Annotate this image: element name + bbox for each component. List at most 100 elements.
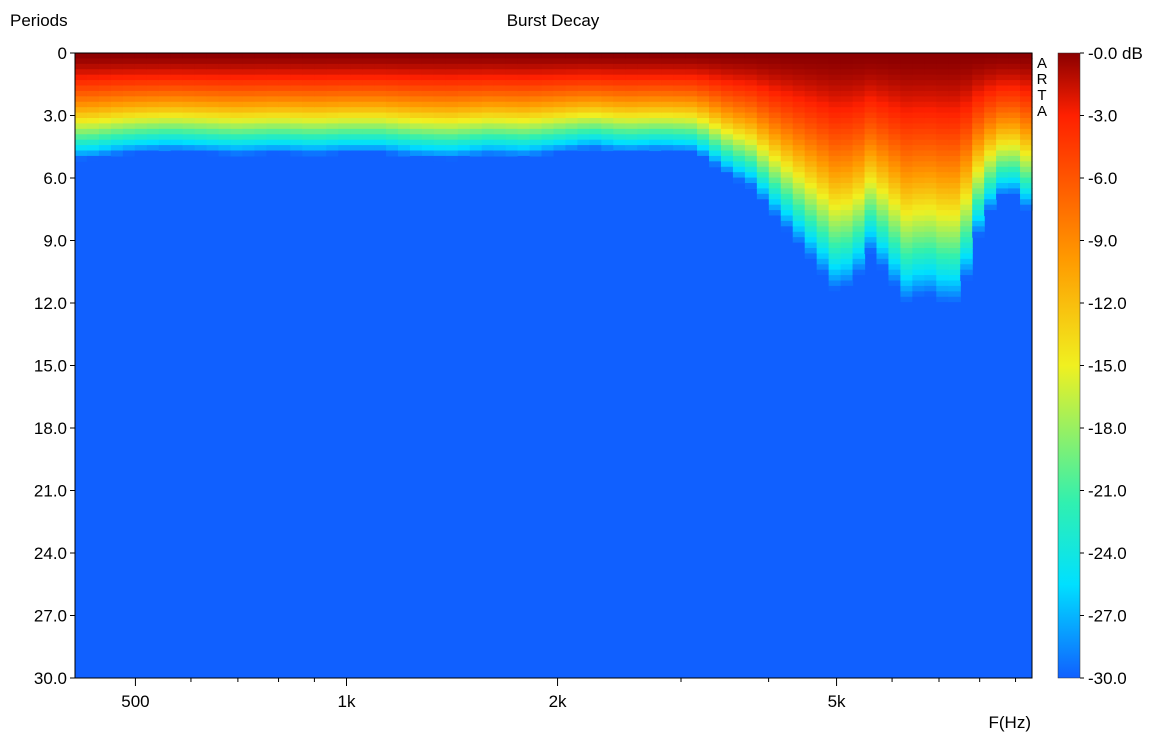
heatmap-cell <box>613 96 626 103</box>
heatmap-cell <box>804 253 818 260</box>
heatmap-cell <box>649 101 662 108</box>
heatmap-cell <box>589 107 602 114</box>
heatmap-cell <box>852 237 866 244</box>
heatmap-cell <box>397 134 411 141</box>
heatmap-cell <box>804 199 818 206</box>
heatmap-cell <box>541 123 555 130</box>
heatmap-cell <box>445 112 459 119</box>
heatmap-cell <box>290 96 303 103</box>
heatmap-cell <box>493 80 507 87</box>
heatmap-cell <box>469 145 483 152</box>
heatmap-cell <box>278 101 291 108</box>
heatmap-cell <box>553 58 567 65</box>
heatmap-cell <box>732 150 746 157</box>
heatmap-cell <box>709 53 722 60</box>
heatmap-cell <box>649 69 662 76</box>
heatmap-cell <box>900 90 913 97</box>
x-tick-label: 5k <box>828 692 846 711</box>
heatmap-cell <box>936 123 949 130</box>
heatmap-cell <box>744 145 758 152</box>
heatmap-cell <box>960 96 973 103</box>
heatmap-cell <box>888 166 902 173</box>
heatmap-cell <box>182 139 196 146</box>
heatmap-cell <box>314 145 327 152</box>
heatmap-cell <box>134 74 148 81</box>
heatmap-cell <box>374 53 387 60</box>
heatmap-cell <box>266 128 279 135</box>
heatmap-cell <box>960 90 973 97</box>
heatmap-cell <box>996 107 1009 114</box>
heatmap-cell <box>756 118 770 125</box>
arta-letter: A <box>1037 103 1047 120</box>
heatmap-cell <box>661 63 674 70</box>
heatmap-cell <box>828 220 842 227</box>
heatmap-cell <box>780 226 794 233</box>
heatmap-cell <box>936 166 949 173</box>
heatmap-cell <box>314 134 327 141</box>
heatmap-cell <box>732 155 746 162</box>
heatmap-cell <box>876 161 890 168</box>
heatmap-cell <box>374 118 387 125</box>
heatmap-cell <box>936 258 949 265</box>
heatmap-cell <box>577 134 590 141</box>
heatmap-cell <box>661 123 674 130</box>
heatmap-cell <box>469 112 483 119</box>
heatmap-cell <box>457 101 471 108</box>
heatmap-cell <box>565 80 579 87</box>
heatmap-cell <box>888 118 902 125</box>
heatmap-cell <box>481 123 495 130</box>
heatmap-cell <box>780 215 794 222</box>
heatmap-cell <box>541 134 555 141</box>
heatmap-cell <box>350 112 363 119</box>
heatmap-cell <box>170 53 184 60</box>
heatmap-cell <box>792 220 806 227</box>
heatmap-cell <box>720 74 734 81</box>
heatmap-cell <box>98 69 112 76</box>
heatmap-cell <box>744 118 758 125</box>
heatmap-cell <box>457 112 471 119</box>
heatmap-cell <box>338 53 351 60</box>
heatmap-cell <box>804 177 818 184</box>
heatmap-cell <box>218 101 232 108</box>
heatmap-cell <box>565 58 579 65</box>
heatmap-cell <box>996 139 1009 146</box>
heatmap-cell <box>840 69 854 76</box>
heatmap-cell <box>768 63 782 70</box>
heatmap-cell <box>1008 123 1021 130</box>
heatmap-cell <box>972 166 985 173</box>
heatmap-cell <box>780 58 794 65</box>
heatmap-cell <box>732 101 746 108</box>
heatmap-cell <box>673 107 686 114</box>
heatmap-cell <box>816 80 830 87</box>
heatmap-cell <box>565 150 579 157</box>
heatmap-cell <box>996 145 1009 152</box>
heatmap-cell <box>996 58 1009 65</box>
heatmap-cell <box>577 145 590 152</box>
heatmap-cell <box>876 210 890 217</box>
heatmap-cell <box>302 107 315 114</box>
heatmap-cell <box>996 161 1009 168</box>
heatmap-cell <box>625 58 638 65</box>
heatmap-cell <box>469 139 483 146</box>
heatmap-cell <box>709 63 722 70</box>
heatmap-cell <box>194 85 208 92</box>
heatmap-cell <box>697 96 710 103</box>
heatmap-cell <box>876 123 890 130</box>
heatmap-cell <box>900 80 913 87</box>
heatmap-cell <box>397 150 411 157</box>
heatmap-cell <box>924 253 937 260</box>
heatmap-cell <box>912 258 925 265</box>
heatmap-cell <box>266 101 279 108</box>
heatmap-cell <box>888 242 902 249</box>
heatmap-cell <box>254 58 267 65</box>
heatmap-cell <box>972 74 985 81</box>
heatmap-cell <box>613 134 626 141</box>
heatmap-cell <box>541 69 555 76</box>
heatmap-cell <box>158 107 172 114</box>
heatmap-cell <box>457 90 471 97</box>
heatmap-cell <box>912 248 925 255</box>
heatmap-cell <box>338 80 351 87</box>
heatmap-cell <box>577 90 590 97</box>
heatmap-cell <box>529 96 543 103</box>
heatmap-cell <box>768 69 782 76</box>
